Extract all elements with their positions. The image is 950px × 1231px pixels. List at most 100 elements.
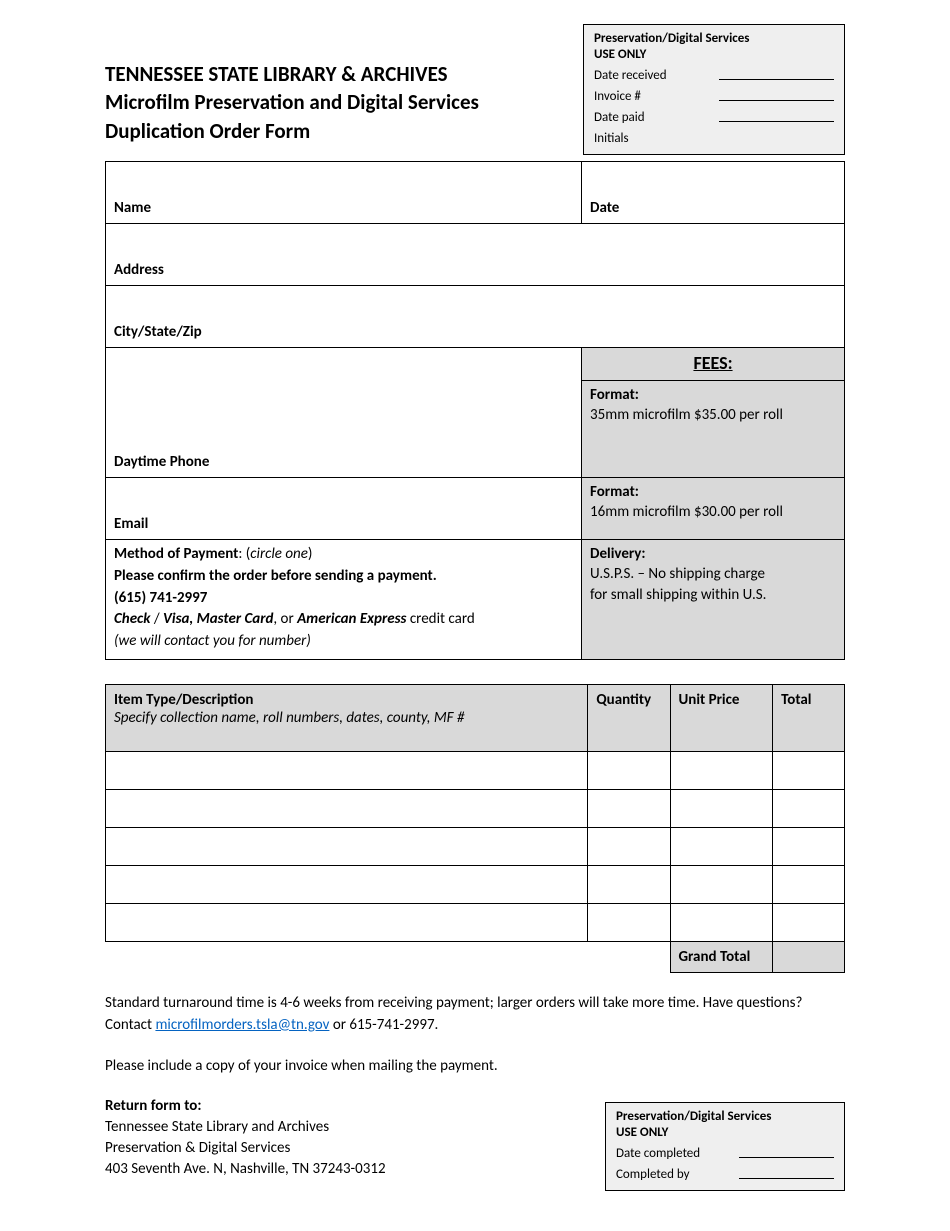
item-desc-input[interactable] xyxy=(106,865,588,903)
return-line-1: Tennessee State Library and Archives xyxy=(105,1117,386,1138)
item-total-input[interactable] xyxy=(773,751,845,789)
invoice-note: Please include a copy of your invoice wh… xyxy=(105,1056,845,1078)
use-only-box-bottom: Preservation/Digital Services USE ONLY D… xyxy=(605,1102,845,1191)
col-total: Total xyxy=(773,684,845,751)
col-desc-label: Item Type/Description xyxy=(114,691,253,709)
use-only-label: Invoice # xyxy=(594,89,641,104)
turnaround-paragraph: Standard turnaround time is 4-6 weeks fr… xyxy=(105,993,845,1037)
format-1-value: 35mm microfilm $35.00 per roll xyxy=(590,405,836,425)
item-desc-input[interactable] xyxy=(106,827,588,865)
items-table: Item Type/Description Specify collection… xyxy=(105,684,845,973)
use-only-row-date-received: Date received xyxy=(594,68,834,83)
format-2-value: 16mm microfilm $30.00 per roll xyxy=(590,502,836,522)
item-qty-input[interactable] xyxy=(588,751,670,789)
header-row: TENNESSEE STATE LIBRARY & ARCHIVES Micro… xyxy=(105,24,845,155)
item-qty-input[interactable] xyxy=(588,789,670,827)
item-desc-input[interactable] xyxy=(106,903,588,941)
csz-label: City/State/Zip xyxy=(114,323,202,341)
format-label-1: Format: xyxy=(590,385,836,405)
return-line-3: 403 Seventh Ave. N, Nashville, TN 37243-… xyxy=(105,1159,386,1180)
item-desc-input[interactable] xyxy=(106,789,588,827)
title-line-2: Microfilm Preservation and Digital Servi… xyxy=(105,88,479,116)
address-field[interactable]: Address xyxy=(106,224,845,286)
name-label: Name xyxy=(114,199,151,217)
use-only-label: Completed by xyxy=(616,1167,690,1182)
use-only-label: Date received xyxy=(594,68,667,83)
phone-field[interactable]: Daytime Phone xyxy=(106,348,582,478)
item-unit-input[interactable] xyxy=(670,903,773,941)
item-unit-input[interactable] xyxy=(670,751,773,789)
mop-slash: / xyxy=(150,610,163,628)
item-total-input[interactable] xyxy=(773,865,845,903)
return-address-block: Return form to: Tennessee State Library … xyxy=(105,1096,386,1180)
item-qty-input[interactable] xyxy=(588,827,670,865)
mop-amex: American Express xyxy=(297,610,406,628)
fees-delivery-cell: Delivery: U.S.P.S. – No shipping charge … xyxy=(582,540,845,660)
use-only-row-invoice: Invoice # xyxy=(594,89,834,104)
mop-sep: : ( xyxy=(238,545,250,563)
use-only-bottom-h2: USE ONLY xyxy=(616,1125,834,1141)
fees-format-1-cell: Format: 35mm microfilm $35.00 per roll xyxy=(582,381,845,478)
contact-email-link[interactable]: microfilmorders.tsla@tn.gov xyxy=(155,1016,329,1034)
return-header: Return form to: xyxy=(105,1096,386,1117)
csz-field[interactable]: City/State/Zip xyxy=(106,286,845,348)
payment-method-cell: Method of Payment: (circle one) Please c… xyxy=(106,540,582,660)
blank-line[interactable] xyxy=(719,110,834,122)
title-line-1: TENNESSEE STATE LIBRARY & ARCHIVES xyxy=(105,60,479,88)
turnaround-text-2: or 615-741-2997. xyxy=(329,1016,438,1034)
date-label: Date xyxy=(590,199,619,217)
email-label: Email xyxy=(114,515,148,533)
blank-line[interactable] xyxy=(739,1167,834,1179)
phone-label: Daytime Phone xyxy=(114,453,209,471)
item-desc-input[interactable] xyxy=(106,751,588,789)
mop-circle: circle one xyxy=(250,545,308,563)
address-label: Address xyxy=(114,261,164,279)
mop-close: ) xyxy=(308,545,313,563)
item-total-input[interactable] xyxy=(773,789,845,827)
mop-phone: (615) 741-2997 xyxy=(114,589,207,607)
use-only-date-completed: Date completed xyxy=(616,1146,834,1161)
footer-row: Return form to: Tennessee State Library … xyxy=(105,1096,845,1191)
title-block: TENNESSEE STATE LIBRARY & ARCHIVES Micro… xyxy=(105,24,479,145)
use-only-row-date-paid: Date paid xyxy=(594,110,834,125)
item-total-input[interactable] xyxy=(773,827,845,865)
grand-total-label: Grand Total xyxy=(670,941,773,972)
blank-line[interactable] xyxy=(719,131,834,143)
blank-line[interactable] xyxy=(739,1146,834,1158)
col-desc-sub: Specify collection name, roll numbers, d… xyxy=(114,709,579,727)
use-only-label: Date paid xyxy=(594,110,645,125)
use-only-label: Initials xyxy=(594,131,629,146)
fees-format-2-cell: Format: 16mm microfilm $30.00 per roll xyxy=(582,478,845,540)
item-unit-input[interactable] xyxy=(670,865,773,903)
use-only-bottom-h1: Preservation/Digital Services xyxy=(616,1109,834,1125)
blank-line[interactable] xyxy=(719,89,834,101)
grand-total-value[interactable] xyxy=(773,941,845,972)
page: TENNESSEE STATE LIBRARY & ARCHIVES Micro… xyxy=(0,0,950,1231)
item-unit-input[interactable] xyxy=(670,827,773,865)
name-field[interactable]: Name xyxy=(106,162,582,224)
mop-cc: credit card xyxy=(406,610,474,628)
delivery-label: Delivery: xyxy=(590,544,836,564)
blank-line[interactable] xyxy=(719,68,834,80)
item-qty-input[interactable] xyxy=(588,903,670,941)
title-line-3: Duplication Order Form xyxy=(105,117,479,145)
item-unit-input[interactable] xyxy=(670,789,773,827)
use-only-completed-by: Completed by xyxy=(616,1167,834,1182)
return-line-2: Preservation & Digital Services xyxy=(105,1138,386,1159)
date-field[interactable]: Date xyxy=(582,162,845,224)
use-only-heading-2: USE ONLY xyxy=(594,47,834,63)
spacer xyxy=(106,941,588,972)
item-total-input[interactable] xyxy=(773,903,845,941)
col-unit-price: Unit Price xyxy=(670,684,773,751)
use-only-heading-1: Preservation/Digital Services xyxy=(594,31,834,47)
use-only-box-top: Preservation/Digital Services USE ONLY D… xyxy=(583,24,845,155)
item-qty-input[interactable] xyxy=(588,865,670,903)
col-description: Item Type/Description Specify collection… xyxy=(106,684,588,751)
spacer xyxy=(588,941,670,972)
mop-or: , or xyxy=(273,610,297,628)
use-only-label: Date completed xyxy=(616,1146,700,1161)
format-label-2: Format: xyxy=(590,482,836,502)
email-field[interactable]: Email xyxy=(106,478,582,540)
fees-header: FEES: xyxy=(582,348,845,381)
mop-check: Check xyxy=(114,610,150,628)
